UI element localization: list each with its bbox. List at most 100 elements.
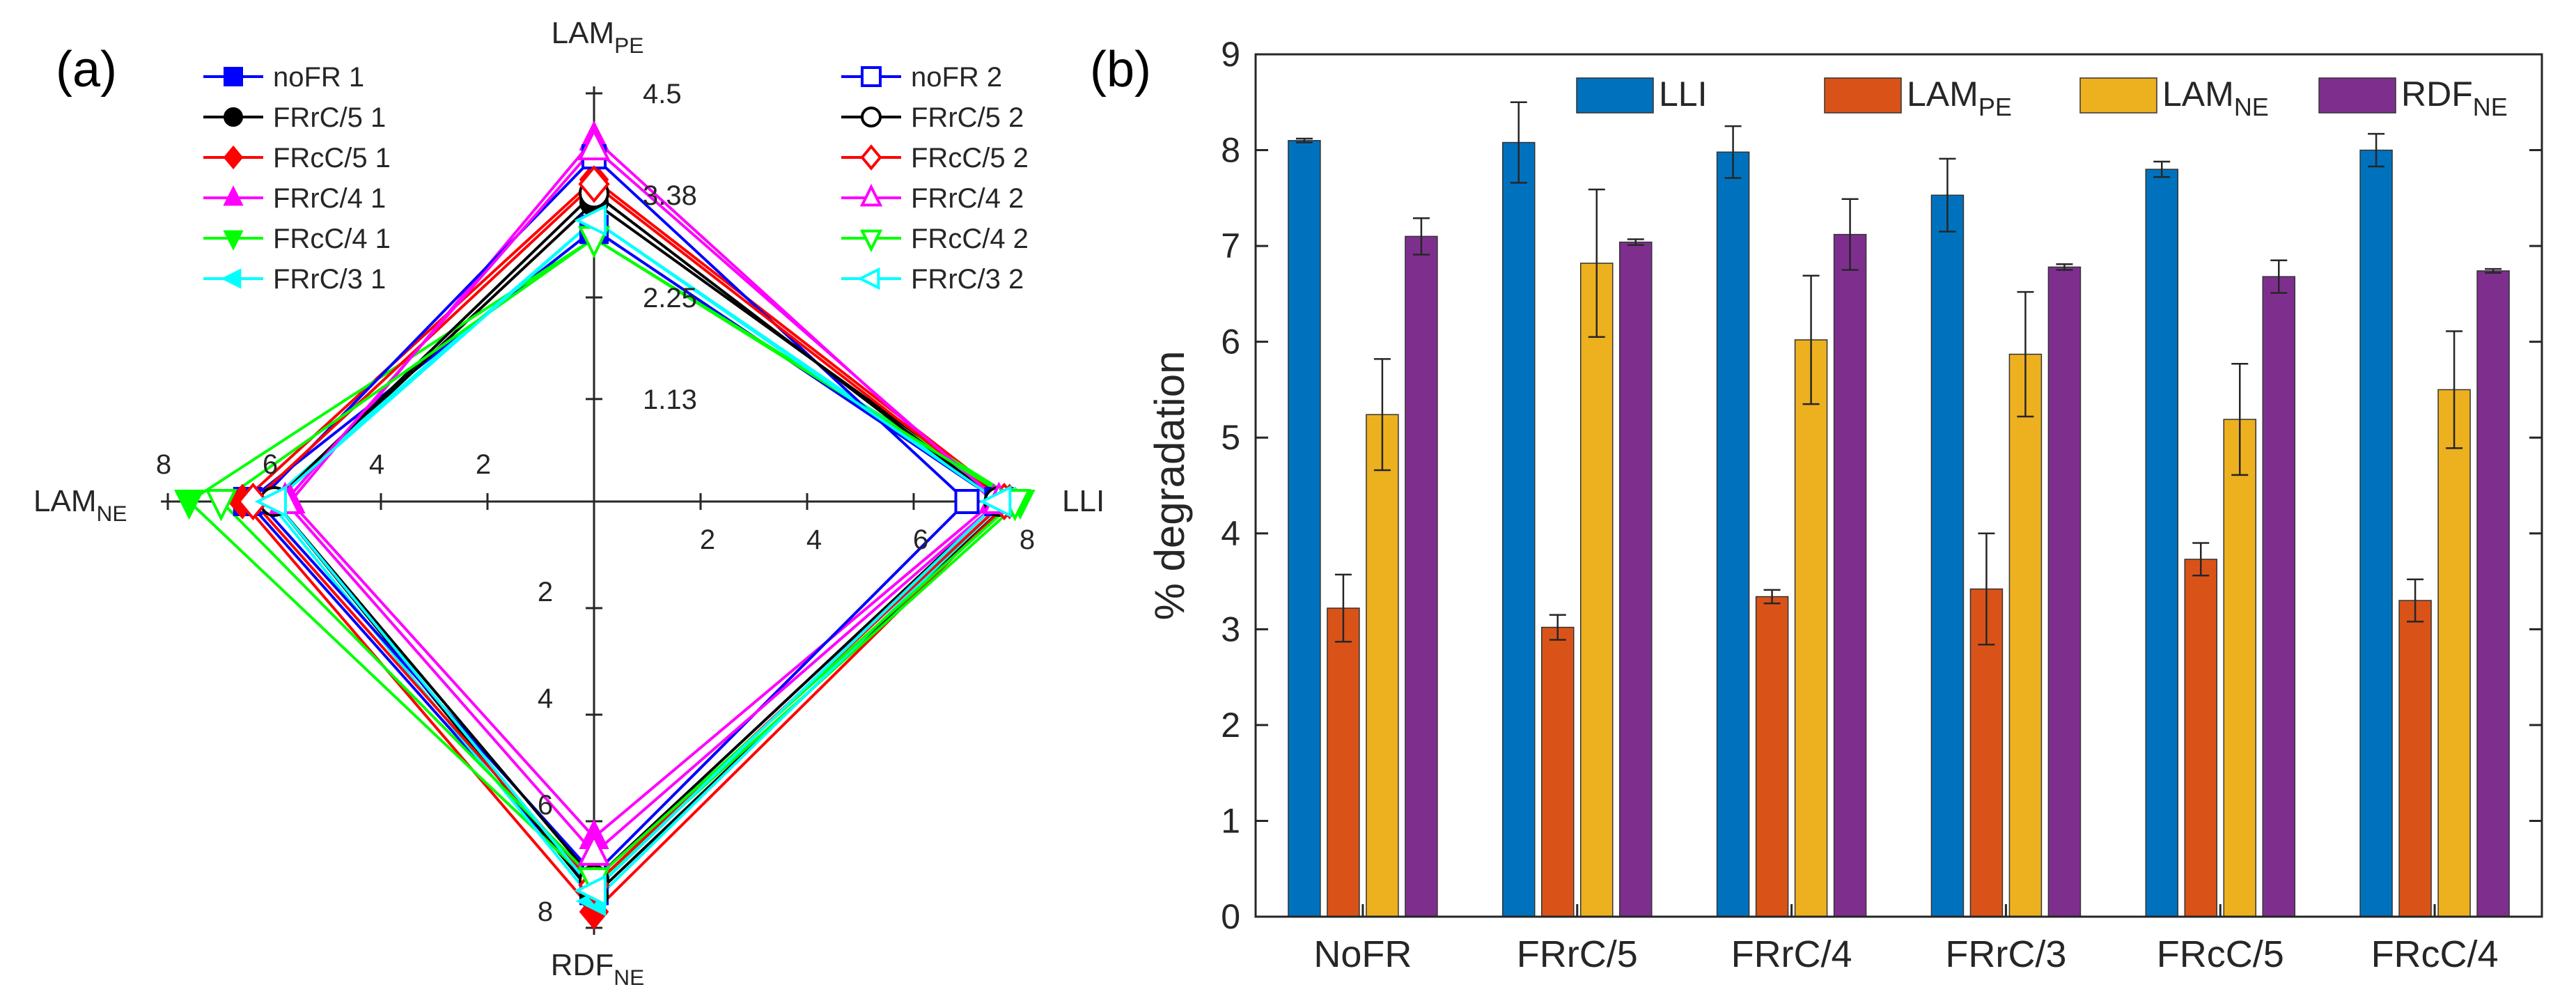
radar-legend-label: FRrC/3 1 — [273, 264, 386, 295]
bar-y-tick-label: 0 — [1221, 897, 1240, 936]
radar-legend-label: FRrC/4 2 — [911, 183, 1024, 214]
bar-category-label: FRrC/3 — [1945, 933, 2066, 975]
bar — [2262, 276, 2295, 917]
radar-chart: 4.5 3.38 2.25 1.13 2 4 6 8 2 4 6 8 2 4 6 8 LAMPE LLI RDFNE… — [33, 16, 1104, 990]
bar-legend-label: LLI — [1659, 75, 1708, 114]
bar-y-tick-label: 5 — [1221, 418, 1240, 457]
radar-right-tick-label: 4 — [806, 525, 822, 555]
radar-legend-label: FRrC/4 1 — [273, 183, 386, 214]
radar-bottom-tick-label: 6 — [538, 790, 553, 821]
radar-legend-label: noFR 2 — [911, 62, 1002, 93]
radar-legend-label: FRcC/5 1 — [273, 143, 391, 173]
radar-marker — [254, 485, 287, 518]
radar-top-tick-label: 3.38 — [643, 180, 697, 211]
bar-y-tick-label: 7 — [1221, 226, 1240, 265]
bar — [1794, 339, 1828, 917]
radar-legend-label: FRrC/5 2 — [911, 102, 1024, 133]
radar-right-tick-label: 8 — [1020, 525, 1035, 555]
radar-marker — [574, 204, 607, 237]
radar-top-tick-label: 2.25 — [643, 283, 697, 313]
radar-series-line — [219, 236, 1017, 882]
bar-y-tick-label: 2 — [1221, 706, 1240, 745]
radar-legend-label: FRrC/5 1 — [273, 102, 386, 133]
bar-category-label: FRcC/5 — [2157, 933, 2284, 975]
panel-a-label: (a) — [56, 42, 117, 98]
radar-left-tick-label: 8 — [156, 449, 171, 480]
bar — [1580, 263, 1614, 917]
radar-top-tick-label: 4.5 — [643, 79, 682, 109]
bar-y-axis-label: % degradation — [1146, 351, 1193, 621]
radar-legend-marker — [223, 185, 244, 206]
radar-left-tick-label: 4 — [369, 449, 384, 480]
bar-plot-frame — [1254, 53, 2543, 918]
bar-y-tick-label: 6 — [1221, 323, 1240, 362]
radar-right-tick-label: 2 — [700, 525, 715, 555]
radar-bottom-tick-label: 4 — [538, 683, 553, 714]
radar-series-line — [245, 227, 1001, 893]
radar-legend-marker — [224, 107, 243, 127]
radar-series-line — [272, 191, 1001, 883]
bar-legend-swatch — [1824, 77, 1902, 114]
radar-legend-marker — [859, 229, 883, 253]
bar — [2184, 559, 2217, 917]
bar-legend-label: LAMNE — [2162, 75, 2269, 121]
bar-category-label: FRcC/4 — [2371, 933, 2499, 975]
radar-top-tick-label: 1.13 — [643, 385, 697, 415]
bar — [1541, 626, 1575, 917]
bar — [1327, 607, 1360, 917]
bar — [2223, 419, 2256, 917]
bar-y-tick-label: 4 — [1221, 514, 1240, 553]
radar-legend-marker — [859, 183, 883, 207]
bar-legend-swatch — [2079, 77, 2157, 114]
radar-marker — [978, 485, 1012, 518]
bar — [1716, 151, 1750, 917]
bar-chart: 0 1 2 3 4 5 6 7 8 9 % degradation NoFR FRrC/5 FRrC/4 F… — [1146, 35, 2543, 975]
radar-legend-label: FRrC/3 2 — [911, 264, 1024, 295]
bar-y-tick-label: 8 — [1221, 131, 1240, 170]
radar-series-line — [272, 218, 1001, 893]
bar-legend-swatch — [2318, 77, 2396, 114]
bar — [1755, 596, 1789, 917]
bar — [2398, 600, 2432, 917]
radar-legend-marker — [223, 230, 244, 251]
bar — [2008, 353, 2043, 917]
radar-marker — [173, 490, 205, 520]
panel-b-label: (b) — [1090, 42, 1151, 98]
radar-marker — [577, 833, 611, 866]
bar-category-label: FRrC/4 — [1731, 933, 1852, 975]
bar — [2145, 169, 2178, 917]
radar-series-line — [288, 137, 996, 839]
bar — [1288, 140, 1321, 917]
bar-y-tick-label: 9 — [1221, 35, 1240, 74]
radar-legend-label: FRcC/4 2 — [911, 224, 1029, 254]
bar — [2359, 149, 2393, 917]
radar-right-axis-title: LLI — [1062, 484, 1104, 518]
radar-legend-marker — [861, 66, 882, 87]
bar — [1405, 235, 1438, 917]
radar-top-axis-title: LAMPE — [552, 16, 644, 58]
bar — [2047, 266, 2082, 917]
radar-series-line — [272, 200, 1012, 899]
bar-plot-area — [1256, 54, 2542, 917]
radar-series-line — [267, 218, 1007, 903]
bar-category-label: NoFR — [1313, 933, 1412, 975]
radar-left-tick-label: 6 — [263, 449, 278, 480]
bar-category-label: FRrC/5 — [1517, 933, 1638, 975]
bar — [2437, 389, 2471, 917]
bar — [1366, 414, 1399, 917]
bar-legend-swatch — [1576, 77, 1654, 114]
radar-marker — [578, 165, 610, 203]
radar-marker — [237, 482, 270, 521]
radar-left-tick-label: 2 — [476, 449, 491, 480]
radar-legend-label: FRcC/5 2 — [911, 143, 1029, 173]
radar-bottom-axis-title: RDFNE — [551, 948, 644, 990]
radar-legend-marker — [861, 107, 882, 127]
radar-legend-label: noFR 1 — [273, 62, 364, 93]
bar-y-tick-label: 1 — [1221, 801, 1240, 840]
radar-legend-marker — [857, 267, 880, 290]
radar-bottom-tick-label: 2 — [538, 577, 553, 607]
radar-legend-marker — [860, 144, 882, 171]
radar-left-axis-title: LAMNE — [33, 484, 127, 526]
bar — [1930, 194, 1965, 917]
